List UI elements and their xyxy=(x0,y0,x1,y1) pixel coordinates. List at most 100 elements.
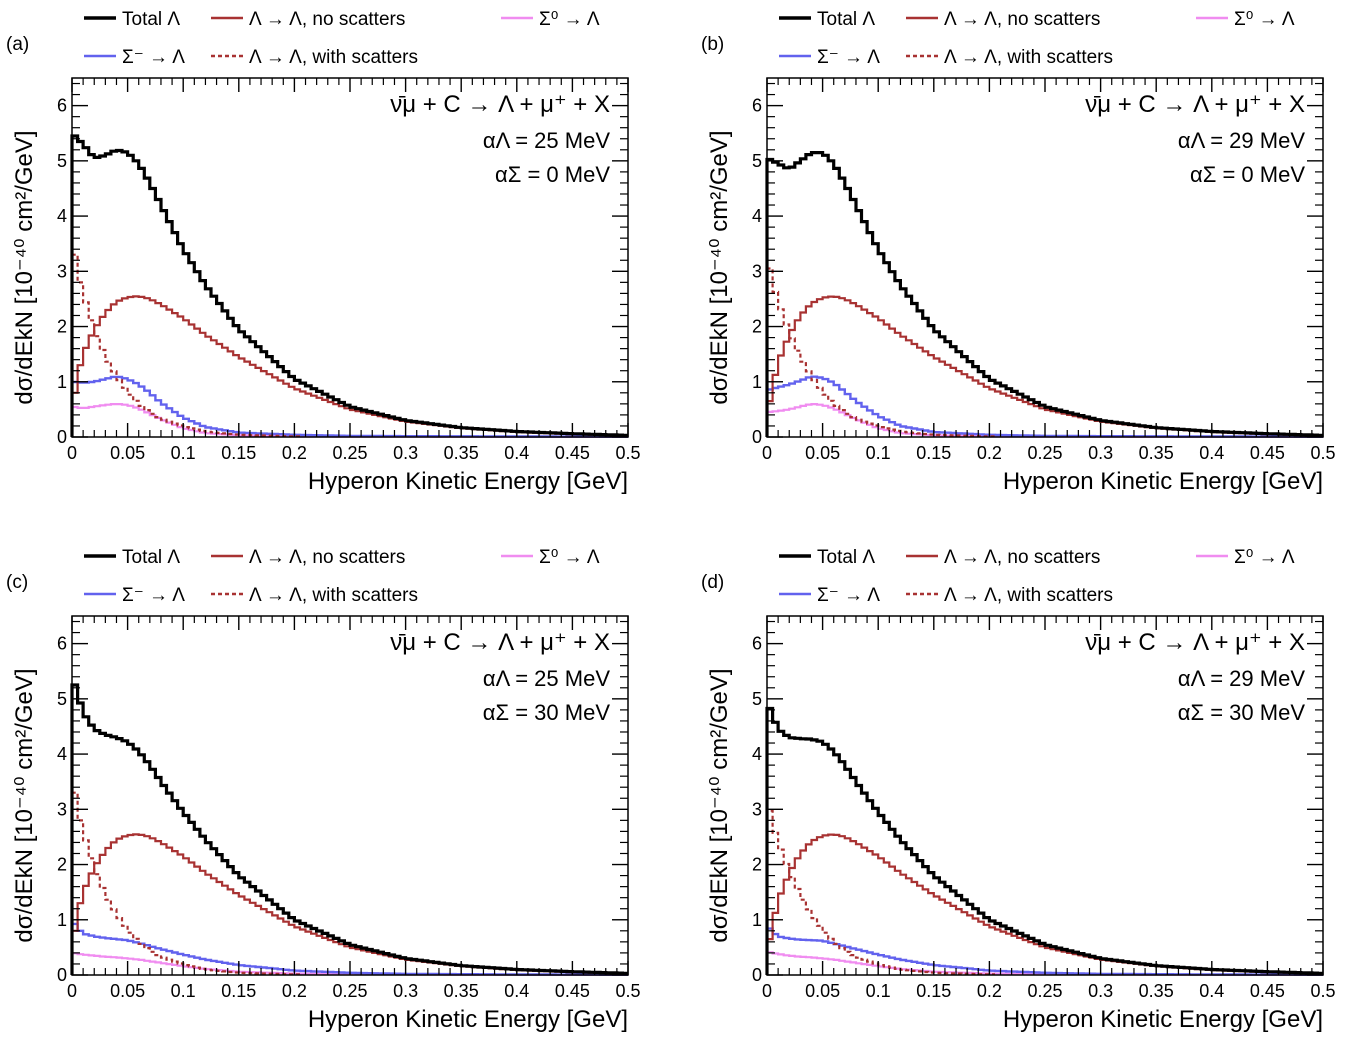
annotations: ν̄μ + C → Λ + μ⁺ + X αΛ = 25 MeV αΣ = 30 M… xyxy=(390,629,610,725)
legend-label-total: Total Λ xyxy=(122,547,180,568)
alpha-annotation: αΛ = 25 MeV xyxy=(483,666,610,691)
legend-label-lam_no: Λ → Λ, no scatters xyxy=(944,9,1100,30)
x-axis: 0 0.05 0.1 0.15 0.2 0.25 0.3 0.35 0.4 0.45 0.5 Hype… xyxy=(67,616,641,1033)
x-tick-label: 0.35 xyxy=(1139,981,1174,1001)
x-tick-label: 0.3 xyxy=(393,443,418,463)
x-axis-label: Hyperon Kinetic Energy [GeV] xyxy=(1003,468,1323,495)
series-total xyxy=(765,706,1323,975)
x-tick-label: 0.5 xyxy=(615,981,640,1001)
y-tick-label: 3 xyxy=(752,261,762,281)
alpha-annotation: αΛ = 25 MeV xyxy=(483,128,610,153)
x-tick-label: 0.3 xyxy=(393,981,418,1001)
chart-panel: (a) Total Λ Λ → Λ, no scatters Σ⁰ → Λ Σ⁻ → Λ… xyxy=(6,9,641,495)
x-tick-label: 0.1 xyxy=(866,443,891,463)
y-tick-label: 3 xyxy=(57,799,67,819)
x-tick-label: 0.15 xyxy=(916,981,951,1001)
chart-panel: (b) Total Λ Λ → Λ, no scatters Σ⁰ → Λ Σ⁻ → Λ… xyxy=(701,9,1336,495)
x-axis-label: Hyperon Kinetic Energy [GeV] xyxy=(308,468,628,495)
x-tick-label: 0.4 xyxy=(504,443,529,463)
x-tick-label: 0.2 xyxy=(282,443,307,463)
y-tick-label: 5 xyxy=(752,689,762,709)
y-tick-label: 1 xyxy=(57,910,67,930)
y-tick-label: 5 xyxy=(57,689,67,709)
x-axis-label: Hyperon Kinetic Energy [GeV] xyxy=(308,1006,628,1033)
legend: Total Λ Λ → Λ, no scatters Σ⁰ → Λ Σ⁻ → Λ Λ →… xyxy=(84,9,600,68)
y-tick-label: 6 xyxy=(752,96,762,116)
legend-label-lam_with: Λ → Λ, with scatters xyxy=(944,47,1113,68)
y-axis-label: dσ/dEkN [10⁻⁴⁰ cm²/GeV] xyxy=(706,668,733,942)
y-axis: 0 1 2 3 4 5 6 dσ/dEkN [10⁻⁴⁰ cm²/GeV] xyxy=(11,82,628,447)
panel-label: (c) xyxy=(6,572,28,593)
y-axis-label: dσ/dEkN [10⁻⁴⁰ cm²/GeV] xyxy=(706,130,733,404)
alpha-annotation: αΣ = 30 MeV xyxy=(483,700,611,725)
alpha-annotation: αΛ = 29 MeV xyxy=(1178,128,1305,153)
x-axis-label: Hyperon Kinetic Energy [GeV] xyxy=(1003,1006,1323,1033)
reaction-title: ν̄μ + C → Λ + μ⁺ + X xyxy=(1085,91,1305,118)
x-tick-label: 0.1 xyxy=(171,443,196,463)
annotations: ν̄μ + C → Λ + μ⁺ + X αΛ = 29 MeV αΣ = 30 M… xyxy=(1085,629,1305,725)
y-tick-label: 2 xyxy=(57,317,67,337)
y-tick-label: 4 xyxy=(752,744,762,764)
x-tick-label: 0.05 xyxy=(805,981,840,1001)
x-tick-label: 0.45 xyxy=(555,981,590,1001)
legend-label-total: Total Λ xyxy=(122,9,180,30)
x-tick-label: 0.1 xyxy=(866,981,891,1001)
plot-area xyxy=(765,706,1323,976)
x-tick-label: 0 xyxy=(762,443,772,463)
series-total xyxy=(70,134,628,437)
x-tick-label: 0.4 xyxy=(1199,443,1224,463)
legend-label-sigma0: Σ⁰ → Λ xyxy=(539,9,600,30)
y-tick-label: 4 xyxy=(752,206,762,226)
alpha-annotation: αΣ = 30 MeV xyxy=(1178,700,1306,725)
legend-label-lam_no: Λ → Λ, no scatters xyxy=(944,547,1100,568)
x-tick-label: 0.3 xyxy=(1088,981,1113,1001)
plot-area xyxy=(765,151,1323,438)
x-tick-label: 0.35 xyxy=(1139,443,1174,463)
x-tick-label: 0.5 xyxy=(1310,981,1335,1001)
alpha-annotation: αΣ = 0 MeV xyxy=(1190,162,1305,187)
x-tick-label: 0.15 xyxy=(221,443,256,463)
x-tick-label: 0 xyxy=(762,981,772,1001)
y-axis-label: dσ/dEkN [10⁻⁴⁰ cm²/GeV] xyxy=(11,668,38,942)
x-axis: 0 0.05 0.1 0.15 0.2 0.25 0.3 0.35 0.4 0.45 0.5 Hype… xyxy=(762,616,1336,1033)
legend-label-sigma_minus: Σ⁻ → Λ xyxy=(122,47,185,68)
y-tick-label: 3 xyxy=(57,261,67,281)
panel-label: (d) xyxy=(701,572,724,593)
legend: Total Λ Λ → Λ, no scatters Σ⁰ → Λ Σ⁻ → Λ Λ →… xyxy=(779,9,1295,68)
legend-label-lam_no: Λ → Λ, no scatters xyxy=(249,547,405,568)
y-tick-label: 0 xyxy=(57,427,67,447)
x-tick-label: 0.4 xyxy=(1199,981,1224,1001)
y-tick-label: 6 xyxy=(57,634,67,654)
x-tick-label: 0.45 xyxy=(1250,443,1285,463)
legend-label-total: Total Λ xyxy=(817,547,875,568)
x-tick-label: 0.4 xyxy=(504,981,529,1001)
legend: Total Λ Λ → Λ, no scatters Σ⁰ → Λ Σ⁻ → Λ Λ →… xyxy=(779,547,1295,606)
series-lam_with xyxy=(765,809,995,976)
series-lam_no xyxy=(765,833,1323,975)
y-tick-label: 5 xyxy=(57,151,67,171)
series-total xyxy=(765,151,1323,437)
y-tick-label: 2 xyxy=(752,317,762,337)
series-total xyxy=(70,683,628,975)
x-tick-label: 0.5 xyxy=(1310,443,1335,463)
legend-label-lam_with: Λ → Λ, with scatters xyxy=(944,585,1113,606)
legend-label-sigma0: Σ⁰ → Λ xyxy=(1234,547,1295,568)
x-tick-label: 0.35 xyxy=(444,981,479,1001)
y-tick-label: 6 xyxy=(57,96,67,116)
legend-label-sigma_minus: Σ⁻ → Λ xyxy=(122,585,185,606)
y-tick-label: 0 xyxy=(752,965,762,985)
y-axis: 0 1 2 3 4 5 6 dσ/dEkN [10⁻⁴⁰ cm²/GeV] xyxy=(706,82,1323,447)
y-tick-label: 2 xyxy=(752,855,762,875)
x-tick-label: 0.05 xyxy=(110,981,145,1001)
chart-panel: (c) Total Λ Λ → Λ, no scatters Σ⁰ → Λ Σ⁻ → Λ… xyxy=(6,547,641,1033)
chart-panel: (d) Total Λ Λ → Λ, no scatters Σ⁰ → Λ Σ⁻ → Λ… xyxy=(701,547,1336,1033)
x-tick-label: 0 xyxy=(67,443,77,463)
panel-label: (a) xyxy=(6,34,29,55)
x-tick-label: 0.2 xyxy=(977,981,1002,1001)
y-tick-label: 4 xyxy=(57,206,67,226)
x-tick-label: 0.5 xyxy=(615,443,640,463)
y-tick-label: 3 xyxy=(752,799,762,819)
x-tick-label: 0.15 xyxy=(221,981,256,1001)
reaction-title: ν̄μ + C → Λ + μ⁺ + X xyxy=(390,91,610,118)
